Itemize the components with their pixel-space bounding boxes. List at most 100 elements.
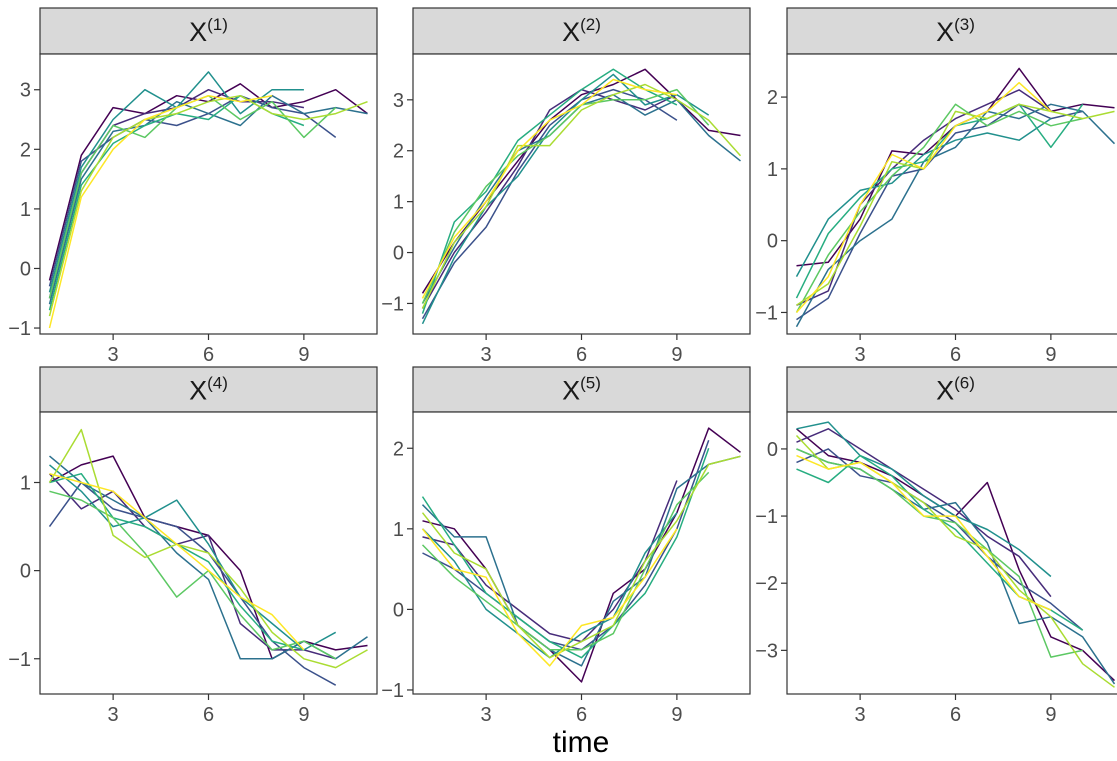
facet-panel-4: X(4) 3 6 9 −1 0 1 bbox=[8, 366, 378, 726]
facet-strip-label: X(5) bbox=[562, 374, 601, 406]
y-tick-label: −1 bbox=[755, 302, 778, 324]
series-line-8 bbox=[421, 455, 741, 659]
facet-strip bbox=[786, 366, 1117, 413]
facet-label-base: X bbox=[189, 17, 207, 47]
series-line-5 bbox=[421, 73, 710, 325]
x-tick-label: 9 bbox=[671, 344, 682, 366]
x-tick-label: 6 bbox=[576, 704, 587, 726]
y-tick-label: −1 bbox=[381, 680, 404, 702]
x-tick-label: 9 bbox=[298, 704, 309, 726]
series-line-6 bbox=[421, 68, 678, 314]
facet-strip bbox=[39, 366, 378, 413]
facet-panel-1: X(1) 3 6 9 −1 0 1 2 3 bbox=[8, 7, 378, 366]
facet-label-base: X bbox=[189, 376, 207, 406]
x-tick-label: 9 bbox=[298, 344, 309, 366]
series-line-1 bbox=[422, 427, 741, 683]
y-tick-label: 0 bbox=[767, 439, 778, 461]
y-tick-label: 0 bbox=[393, 243, 404, 265]
y-tick-label: 2 bbox=[767, 87, 778, 109]
panel-background bbox=[786, 53, 1117, 335]
facet-panel-6: X(6) 3 6 9 −3 −2 −1 0 bbox=[755, 366, 1117, 726]
y-tick-label: 3 bbox=[20, 80, 31, 102]
series-line-1 bbox=[421, 68, 741, 294]
x-tick-label: 9 bbox=[671, 704, 682, 726]
y-tick-label: −1 bbox=[381, 293, 404, 315]
series-group bbox=[421, 427, 741, 683]
y-tick-label: −2 bbox=[755, 573, 778, 595]
x-tick-label: 6 bbox=[203, 704, 214, 726]
x-tick-label: 3 bbox=[855, 344, 866, 366]
facet-label-base: X bbox=[562, 17, 580, 47]
y-tick-label: 3 bbox=[393, 90, 404, 112]
facet-panel-5: X(5) 3 6 9 −1 0 1 2 bbox=[381, 366, 751, 726]
panel-background bbox=[39, 53, 378, 335]
series-group bbox=[48, 71, 368, 329]
x-tick-label: 6 bbox=[950, 344, 961, 366]
y-tick-label: 1 bbox=[20, 199, 31, 221]
facet-strip bbox=[412, 366, 751, 413]
facet-panel-2: X(2) 3 6 9 −1 0 1 2 3 bbox=[381, 7, 751, 366]
series-line-8 bbox=[421, 83, 742, 309]
x-tick-label: 3 bbox=[108, 344, 119, 366]
x-tick-label: 3 bbox=[481, 704, 492, 726]
y-tick-label: 1 bbox=[20, 473, 31, 495]
facet-strip-label: X(1) bbox=[189, 15, 228, 47]
panel-background bbox=[412, 411, 751, 695]
y-tick-label: 0 bbox=[20, 561, 31, 583]
series-line-2 bbox=[796, 89, 1052, 306]
x-tick-label: 3 bbox=[855, 704, 866, 726]
facet-strip bbox=[39, 7, 378, 55]
y-tick-label: 0 bbox=[393, 599, 404, 621]
y-tick-label: 2 bbox=[20, 139, 31, 161]
panel-background bbox=[786, 411, 1117, 695]
series-line-3 bbox=[421, 88, 678, 320]
series-line-2 bbox=[796, 428, 1052, 598]
y-tick-label: −1 bbox=[8, 318, 31, 340]
facet-label-superscript: (5) bbox=[580, 374, 601, 393]
x-tick-label: 3 bbox=[481, 344, 492, 366]
x-tick-label: 3 bbox=[108, 704, 119, 726]
facet-panel-3: X(3) 3 6 9 −1 0 1 2 bbox=[755, 7, 1117, 366]
facet-label-base: X bbox=[936, 376, 954, 406]
y-tick-label: 2 bbox=[393, 141, 404, 163]
y-tick-label: 0 bbox=[767, 231, 778, 253]
x-tick-label: 6 bbox=[950, 704, 961, 726]
y-tick-label: 1 bbox=[393, 192, 404, 214]
facet-strip bbox=[412, 7, 751, 55]
series-line-7 bbox=[795, 103, 1083, 313]
series-line-8 bbox=[796, 103, 1115, 306]
series-line-9 bbox=[421, 528, 678, 667]
series-line-8 bbox=[48, 428, 368, 669]
series-group bbox=[795, 67, 1116, 328]
y-tick-label: 2 bbox=[393, 438, 404, 460]
x-axis-title: time bbox=[553, 726, 610, 759]
series-line-3 bbox=[796, 448, 1084, 631]
series-line-5 bbox=[795, 117, 1052, 277]
series-line-9 bbox=[796, 454, 1052, 611]
y-tick-label: −1 bbox=[755, 506, 778, 528]
facet-strip-label: X(3) bbox=[936, 15, 975, 47]
panel-background bbox=[412, 53, 751, 335]
series-line-5 bbox=[796, 421, 1052, 578]
facet-label-superscript: (4) bbox=[207, 374, 228, 393]
facet-label-base: X bbox=[562, 376, 580, 406]
facet-label-superscript: (3) bbox=[954, 15, 975, 34]
facet-label-superscript: (6) bbox=[954, 374, 975, 393]
series-line-7 bbox=[421, 88, 710, 304]
facet-label-superscript: (2) bbox=[580, 15, 601, 34]
series-group bbox=[421, 68, 742, 325]
y-tick-label: −1 bbox=[8, 649, 31, 671]
x-tick-label: 9 bbox=[1045, 704, 1056, 726]
x-tick-label: 9 bbox=[1045, 344, 1056, 366]
y-tick-label: 0 bbox=[20, 258, 31, 280]
series-line-6 bbox=[795, 103, 1084, 299]
facet-label-base: X bbox=[936, 17, 954, 47]
facet-strip-label: X(6) bbox=[936, 374, 975, 406]
series-line-4 bbox=[795, 103, 1116, 328]
x-tick-label: 6 bbox=[203, 344, 214, 366]
facet-strip-label: X(2) bbox=[562, 15, 601, 47]
series-line-8 bbox=[48, 94, 368, 317]
series-line-9 bbox=[49, 472, 305, 651]
